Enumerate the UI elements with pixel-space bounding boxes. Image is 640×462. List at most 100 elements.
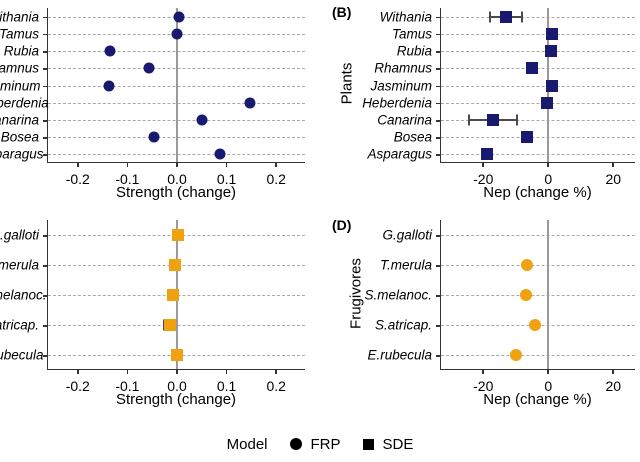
legend-frp-circle-icon <box>289 438 302 450</box>
data-point-marker <box>169 259 181 271</box>
data-point-marker <box>521 131 534 144</box>
y-axis-tick <box>436 33 441 36</box>
y-axis-tick <box>43 355 48 357</box>
y-axis-tick <box>43 235 48 237</box>
y-axis-tick <box>436 137 441 139</box>
gridline <box>441 235 635 236</box>
y-axis-category-label: Rubia <box>3 43 39 59</box>
x-axis-tick <box>126 369 129 374</box>
y-axis-tick <box>436 325 441 327</box>
x-axis-tick-label: 20 <box>605 171 622 187</box>
y-axis-tick <box>43 33 48 36</box>
error-bar-cap <box>521 11 524 23</box>
gridline <box>441 68 635 70</box>
x-axis-tick-label: -0.2 <box>65 171 90 187</box>
gridline <box>441 137 635 139</box>
y-axis-tick <box>43 325 48 327</box>
data-point-marker <box>163 319 176 331</box>
y-axis-tick <box>43 265 48 267</box>
gridline <box>441 33 635 35</box>
x-axis-tick-label: -0.1 <box>115 171 140 187</box>
y-axis-category-label: Tamus <box>0 26 39 42</box>
data-point-marker <box>487 113 499 126</box>
x-axis-tick <box>482 369 485 374</box>
y-axis-tick <box>43 16 48 19</box>
y-axis-tick <box>436 16 441 19</box>
x-axis-tick-label: 0.2 <box>266 378 286 394</box>
data-point-marker <box>521 259 534 271</box>
y-axis-tick <box>436 235 441 237</box>
panel-d-x-axis-title: Nep (change %) <box>483 391 592 408</box>
panel-a-x-axis-title: Strength (change) <box>115 184 237 201</box>
error-bar-cap <box>516 114 519 126</box>
y-axis-category-label: Rubia <box>396 43 432 59</box>
legend: Model FRP SDE <box>0 432 640 456</box>
x-axis-tick-label: 0 <box>544 378 553 394</box>
panel-c-plot-area: G.galloti T.merula S.melanoc. S.atricap. E.r… <box>0 220 305 394</box>
gridline <box>441 102 635 104</box>
gridline <box>441 16 635 18</box>
y-axis-category-label: Heberdenia <box>362 95 432 111</box>
data-point-marker <box>544 45 557 58</box>
x-axis-tick-label: 0 <box>544 171 553 187</box>
x-axis-tick <box>612 369 615 374</box>
x-axis-tick-label: 0.0 <box>167 378 187 394</box>
gridline <box>441 154 635 156</box>
x-axis-tick <box>482 162 485 167</box>
y-axis-category-label: Asparagus <box>0 146 44 162</box>
y-axis-tick <box>43 154 48 156</box>
x-axis-tick <box>275 369 278 374</box>
legend-sde-square-icon <box>362 438 374 450</box>
panel-b-x-axis-title: Nep (change %) <box>483 184 592 201</box>
x-axis-tick <box>126 162 129 167</box>
y-axis-tick <box>436 85 441 88</box>
legend-item-sde-label: SDE <box>382 435 414 453</box>
y-axis-tick <box>43 137 48 139</box>
x-axis-tick <box>76 369 79 374</box>
y-axis-category-label: Canarina <box>377 112 432 128</box>
data-point-marker <box>148 131 160 143</box>
x-axis-tick <box>275 162 278 167</box>
panel-d-tag: (D) <box>332 217 352 233</box>
y-axis-category-label: Bosea <box>0 129 39 145</box>
y-axis-category-label: Asparagus <box>367 146 432 162</box>
x-axis-tick <box>176 162 178 167</box>
x-axis-tick <box>225 162 228 167</box>
gridline <box>441 355 635 356</box>
y-axis-category-label: Withania <box>379 9 432 25</box>
y-axis-category-label: T.merula <box>0 257 39 273</box>
panel-d: (D) Frugivores G.galloti T.merula S.melano… <box>320 215 640 420</box>
y-axis-tick <box>436 51 441 53</box>
x-axis-tick-label: 0.2 <box>266 171 286 187</box>
y-axis-category-label: E.rubecula <box>367 347 432 363</box>
y-axis-tick <box>43 295 48 297</box>
data-point-marker <box>545 79 558 92</box>
error-bar-cap <box>467 114 470 126</box>
y-axis-category-label: G.galloti <box>382 227 432 243</box>
data-point-marker <box>529 319 542 331</box>
x-axis-tick <box>176 369 178 374</box>
data-point-marker <box>103 80 115 91</box>
data-point-marker <box>214 148 226 160</box>
y-axis-category-label: S.melanoc. <box>364 287 432 303</box>
y-axis-category-label: S.atricap. <box>374 317 432 333</box>
y-axis-tick <box>43 119 48 122</box>
y-axis-category-label: Jasminum <box>0 78 41 93</box>
y-axis-tick <box>43 85 48 88</box>
gridline <box>441 119 635 121</box>
y-axis-tick <box>436 295 441 297</box>
x-axis-tick-label: -20 <box>473 378 494 394</box>
x-axis-tick-label: 0.0 <box>167 171 187 187</box>
data-point-marker <box>166 289 179 301</box>
y-axis-category-label: E.rubecula <box>0 347 44 363</box>
x-axis-tick-label: 0.1 <box>216 171 237 187</box>
data-point-marker <box>244 97 256 109</box>
y-axis-tick <box>43 102 48 105</box>
x-axis-tick-label: -0.2 <box>65 378 90 394</box>
data-point-marker <box>196 114 208 126</box>
data-point-marker <box>520 289 533 301</box>
gridline <box>441 265 635 266</box>
data-point-marker <box>500 10 512 23</box>
x-axis-tick <box>612 162 615 167</box>
